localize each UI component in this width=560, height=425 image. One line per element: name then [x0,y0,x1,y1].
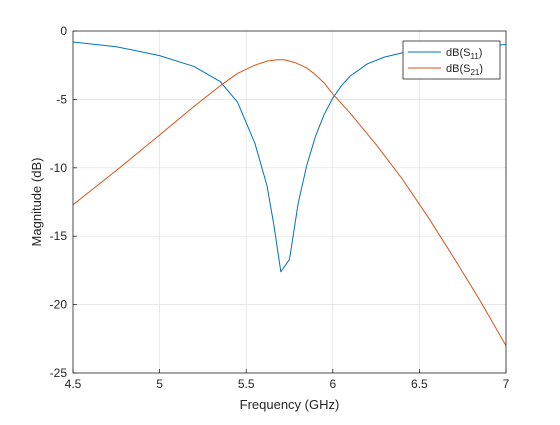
y-tick-label: -25 [50,366,68,380]
x-tick-label: 4.5 [65,377,82,391]
x-axis-label: Frequency (GHz) [240,397,340,412]
legend-label-s21: dB(S21) [446,63,483,77]
series-line-s11 [73,41,506,273]
legend-label-s11: dB(S11) [446,47,482,61]
legend-box [402,40,501,80]
y-tick-label: -15 [50,229,68,243]
x-tick-label: 6 [329,377,336,391]
legend: dB(S11) dB(S21) [402,40,501,80]
y-tick-label: -20 [50,298,68,312]
y-axis-label: Magnitude (dB) [29,158,44,247]
y-tick-label: -10 [50,161,68,175]
ticks: 4.5 5 5.5 6 6.5 7 0 -5 -10 -15 -20 -25 [50,24,510,391]
x-tick-label: 7 [503,377,510,391]
x-tick-label: 5.5 [238,377,255,391]
series-layer [73,41,506,346]
series-line-s21 [73,59,506,346]
y-tick-label: 0 [60,24,67,38]
x-tick-label: 6.5 [411,377,428,391]
plot-frame [72,30,507,374]
grid [72,30,507,374]
plot-area [73,31,506,373]
y-tick-label: -5 [56,92,67,106]
x-tick-label: 5 [156,377,163,391]
